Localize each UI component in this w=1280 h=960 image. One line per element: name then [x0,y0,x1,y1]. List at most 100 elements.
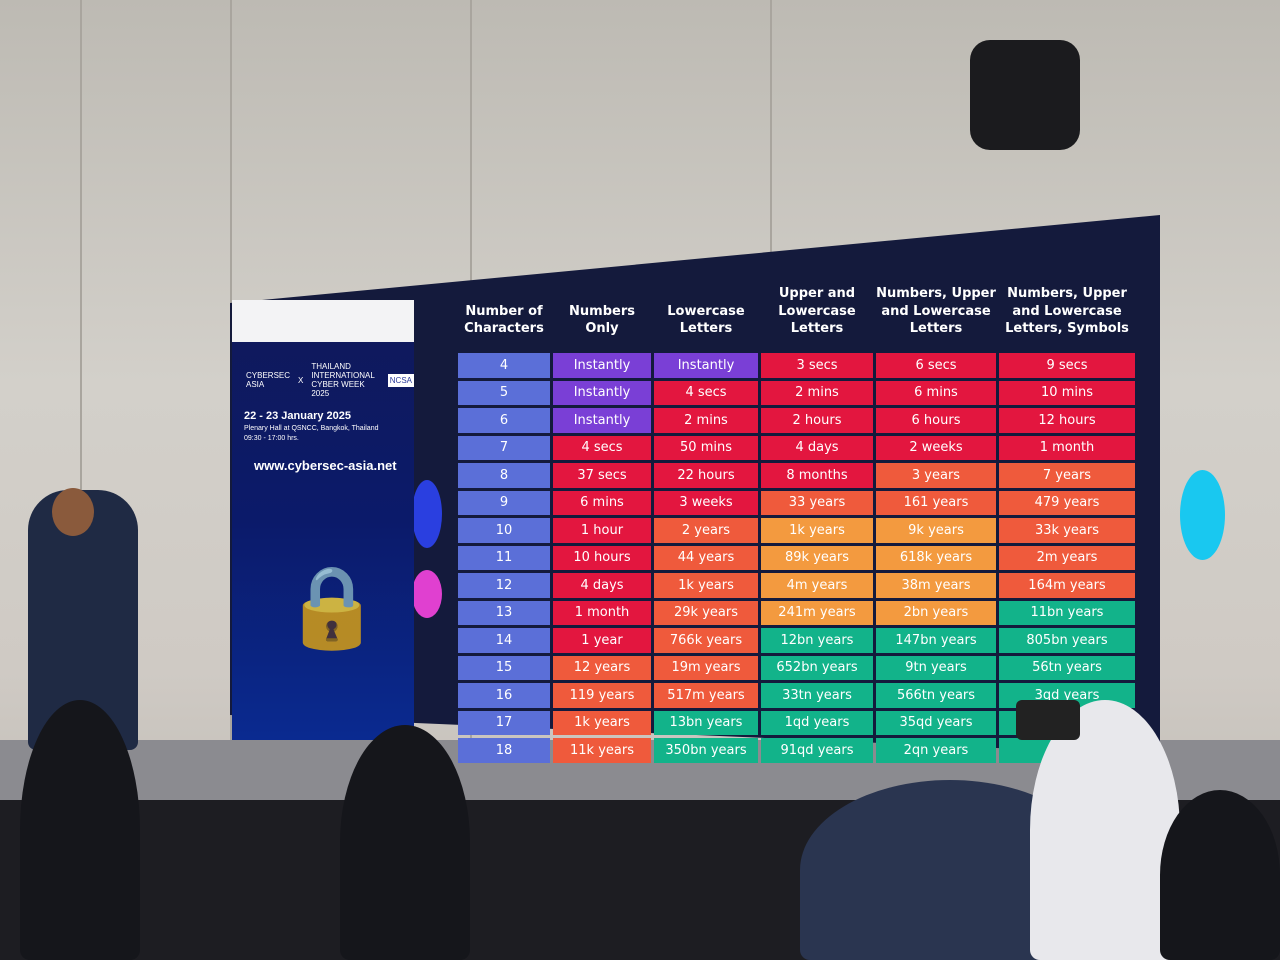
table-cell: 4 days [761,435,873,460]
table-cell: 652bn years [761,655,873,680]
decor-circle [412,570,442,618]
audience-member [20,700,140,960]
row-header-chars: 12 [458,573,550,598]
event-logos: CYBERSEC ASIA X THAILAND INTERNATIONAL C… [246,362,414,398]
table-cell: 12 years [553,655,651,680]
table-cell: 479 years [999,490,1135,515]
table-cell: Instantly [553,353,651,378]
table-cell: 56tn years [999,655,1135,680]
table-cell: Instantly [654,353,758,378]
event-panel: CYBERSEC ASIA X THAILAND INTERNATIONAL C… [232,300,414,740]
column-header: Upper and Lowercase Letters [778,286,856,337]
table-cell: 1k years [654,573,758,598]
table-cell: 1k years [553,710,651,735]
audience-member [1160,790,1280,960]
row-header-chars: 15 [458,655,550,680]
table-cell: 517m years [654,683,758,708]
table-cell: Instantly [553,408,651,433]
row-header-chars: 10 [458,518,550,543]
row-header-chars: 17 [458,710,550,735]
table-cell: 2 mins [761,380,873,405]
partner-logo: THAILAND INTERNATIONAL CYBER WEEK 2025 [311,362,375,398]
column-header: Numbers Only [569,303,635,337]
speaker-head [52,488,94,536]
password-crack-time-table: Number of Characters Numbers Only Lowercas… [458,245,1135,763]
table-cell: 6 hours [876,408,996,433]
table-cell: 33 years [761,490,873,515]
row-header-chars: 5 [458,380,550,405]
row-header-chars: 18 [458,738,550,763]
decor-circle [1180,470,1225,560]
wall-seam [80,0,82,760]
table-cell: 2 weeks [876,435,996,460]
table-cell: 2 hours [761,408,873,433]
column-header: Lowercase Letters [667,303,745,337]
table-cell: 29k years [654,600,758,625]
table-cell: 4m years [761,573,873,598]
row-header-chars: 9 [458,490,550,515]
table-cell: 1qd years [761,710,873,735]
table-cell: 9tn years [876,655,996,680]
table-cell: 566tn years [876,683,996,708]
brand-logo: CYBERSEC ASIA [246,371,291,389]
table-cell: 44 years [654,545,758,570]
table-cell: 3 secs [761,353,873,378]
event-date: 22 - 23 January 2025 [244,410,352,422]
table-cell: 9k years [876,518,996,543]
padlock-icon: 🔒 [282,562,382,651]
column-header: Numbers, Upper and Lowercase Letters, Sy… [1005,286,1129,337]
sponsor-strip [232,300,414,342]
table-cell: 4 secs [654,380,758,405]
event-url: www.cybersec-asia.net [254,458,397,473]
table-cell: 1 hour [553,518,651,543]
table-cell: 4 days [553,573,651,598]
table-cell: 1k years [761,518,873,543]
event-time: 09:30 - 17:00 hrs. [244,435,299,442]
table-cell: 13bn years [654,710,758,735]
table-cell: 12bn years [761,628,873,653]
table-cell: 3 years [876,463,996,488]
column-header: Number of Characters [464,303,544,337]
row-header-chars: 7 [458,435,550,460]
table-cell: 91qd years [761,738,873,763]
table-cell: 6 mins [876,380,996,405]
table-cell: 33k years [999,518,1135,543]
decor-circle [412,480,442,548]
table-cell: 10 hours [553,545,651,570]
stage-spotlight [970,40,1080,150]
table-cell: 161 years [876,490,996,515]
table-cell: 618k years [876,545,996,570]
table-cell: 2qn years [876,738,996,763]
table-cell: Instantly [553,380,651,405]
table-cell: 1 month [999,435,1135,460]
table-cell: 7 years [999,463,1135,488]
table-cell: 50 mins [654,435,758,460]
phone [1016,700,1080,740]
table-cell: 164m years [999,573,1135,598]
table-cell: 1 year [553,628,651,653]
table-cell: 4 secs [553,435,651,460]
table-cell: 10 mins [999,380,1135,405]
row-header-chars: 4 [458,353,550,378]
row-header-chars: 11 [458,545,550,570]
table-cell: 805bn years [999,628,1135,653]
table-cell: 2bn years [876,600,996,625]
table-cell: 89k years [761,545,873,570]
row-header-chars: 13 [458,600,550,625]
row-header-chars: 14 [458,628,550,653]
row-header-chars: 8 [458,463,550,488]
table-cell: 33tn years [761,683,873,708]
table-cell: 766k years [654,628,758,653]
table-cell: 38m years [876,573,996,598]
table-cell: 11k years [553,738,651,763]
cross-mark: X [298,375,304,385]
column-header: Numbers, Upper and Lowercase Letters [876,286,996,337]
table-cell: 2 mins [654,408,758,433]
table-cell: 35qd years [876,710,996,735]
table-cell: 147bn years [876,628,996,653]
table-cell: 2 years [654,518,758,543]
table-cell: 22 hours [654,463,758,488]
table-cell: 119 years [553,683,651,708]
table-cell: 12 hours [999,408,1135,433]
table-cell: 8 months [761,463,873,488]
